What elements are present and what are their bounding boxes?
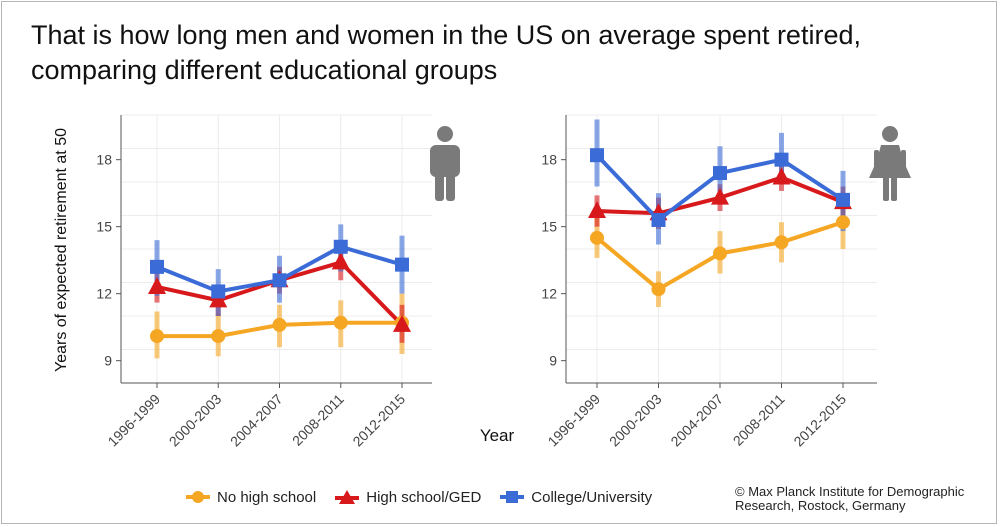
data-point-college <box>713 166 727 181</box>
x-tick-label: 2008-2011 <box>730 391 788 449</box>
y-tick-label: 18 <box>541 152 557 168</box>
legend-item-no-high-school: No high school <box>185 489 316 506</box>
data-point-no_high_school <box>836 215 850 230</box>
data-point-no_high_school <box>651 282 666 297</box>
data-point-college <box>333 239 348 254</box>
y-tick-label: 15 <box>96 219 112 235</box>
x-tick-label: 2000-2003 <box>606 391 665 450</box>
x-tick-label: 2004-2007 <box>667 391 726 450</box>
x-tick-label: 2008-2011 <box>289 391 347 449</box>
legend-triangle-icon <box>335 490 360 504</box>
x-tick-label: 2000-2003 <box>166 391 225 450</box>
data-point-no_high_school <box>713 246 727 261</box>
data-point-no_high_school <box>590 230 604 245</box>
data-point-college <box>774 152 789 167</box>
x-tick-label: 1996-1999 <box>104 391 163 450</box>
y-tick-label: 9 <box>549 353 557 369</box>
chart-title: That is how long men and women in the US… <box>31 18 991 88</box>
y-tick-label: 12 <box>96 286 112 302</box>
data-point-college <box>150 259 164 274</box>
y-axis-label: Years of expected retirement at 50 <box>53 128 70 372</box>
data-point-high_school <box>588 201 606 219</box>
legend-item-high-school: High school/GED <box>334 489 481 506</box>
data-point-college <box>651 212 666 227</box>
data-point-no_high_school <box>774 235 789 250</box>
x-axis-label: Year <box>480 426 515 445</box>
data-point-college <box>272 273 287 288</box>
copyright-credit: © Max Planck Institute for Demographic R… <box>735 485 964 513</box>
data-point-no_high_school <box>272 317 287 332</box>
data-point-no_high_school <box>333 315 348 330</box>
x-tick-label: 1996-1999 <box>544 391 603 450</box>
data-point-high_school <box>331 252 350 270</box>
legend-circle-icon <box>186 491 210 503</box>
data-point-high_school <box>772 167 791 185</box>
data-point-college <box>836 192 850 207</box>
data-point-high_school <box>209 290 228 308</box>
panel-women: 9 12 15 18 1996-1999 2000-2003 2004-2007 2008-2… <box>541 114 877 450</box>
panel-men: 9 12 15 18 1996-1999 2000-2003 2004-2007 2008-2… <box>96 114 432 450</box>
legend-item-college: College/University <box>499 489 652 506</box>
credit-line-2: Research, Rostock, Germany <box>735 498 906 513</box>
male-person-icon <box>430 126 460 201</box>
data-point-high_school <box>393 314 411 332</box>
x-tick-label: 2012-2015 <box>790 391 849 450</box>
legend-label: No high school <box>217 488 317 506</box>
data-point-no_high_school <box>211 329 226 344</box>
y-tick-label: 12 <box>541 286 557 302</box>
data-point-college <box>395 257 409 272</box>
y-tick-label: 18 <box>96 152 112 168</box>
y-tick-label: 15 <box>541 219 557 235</box>
data-point-high_school <box>148 276 166 294</box>
title-line-2: comparing different educational groups <box>31 55 498 85</box>
title-line-1: That is how long men and women in the US… <box>31 20 861 50</box>
y-tick-label: 9 <box>104 353 112 369</box>
x-tick-label: 2004-2007 <box>227 391 286 450</box>
data-point-college <box>590 148 604 163</box>
x-tick-label: 2012-2015 <box>349 391 408 450</box>
legend: No high school High school/GED College/U… <box>185 486 670 508</box>
data-point-college <box>211 284 226 299</box>
legend-square-icon <box>500 491 525 503</box>
credit-line-1: © Max Planck Institute for Demographic <box>735 484 965 499</box>
data-point-high_school <box>711 187 729 205</box>
data-point-no_high_school <box>150 329 164 344</box>
female-person-icon <box>869 126 911 201</box>
legend-label: High school/GED <box>366 488 482 506</box>
legend-label: College/University <box>531 488 653 506</box>
